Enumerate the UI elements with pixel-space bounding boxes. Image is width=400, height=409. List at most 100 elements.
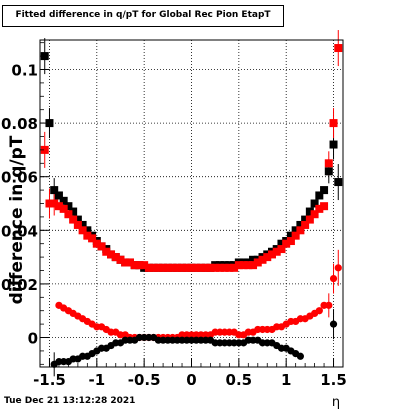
data-point-square [258, 255, 267, 264]
x-axis-label: η [332, 395, 340, 409]
y-axis-label: difference in q/pT [7, 135, 27, 304]
data-point-square [301, 215, 310, 224]
data-point-square [163, 263, 172, 272]
data-point-square [249, 261, 258, 270]
data-point-square [121, 258, 130, 267]
x-tick-label: -0.5 [128, 371, 161, 389]
axis-ticks [39, 42, 344, 367]
data-point-square [206, 263, 215, 272]
data-point-square [329, 140, 338, 149]
data-point-square [154, 263, 163, 272]
data-point-square [40, 52, 49, 61]
data-point-square [45, 199, 54, 208]
data-point-circle [296, 352, 304, 360]
y-tick-label: 0.02 [1, 276, 38, 294]
data-point-square [320, 202, 329, 211]
data-point-square [130, 261, 139, 270]
data-point-square [168, 263, 177, 272]
tick-labels: -1.5 -1 -0.5 0 0.5 1 1.5 0 0.02 0.04 0.06 0.08 0.1 [1, 61, 347, 389]
data-point-square [324, 167, 333, 176]
data-point-square [277, 239, 286, 248]
data-point-square [220, 263, 229, 272]
data-point-square [334, 44, 343, 53]
data-point-square [92, 239, 101, 248]
data-point-square [59, 196, 68, 205]
data-point-square [54, 191, 63, 200]
data-point-circle [329, 274, 338, 283]
data-point-square [267, 250, 276, 259]
data-point-square [253, 258, 262, 267]
data-point-square [182, 263, 191, 272]
chart-title: Fitted difference in q/pT for Global Rec… [15, 10, 271, 20]
timestamp: Tue Dec 21 13:12:28 2021 [4, 396, 136, 406]
data-point-square [73, 220, 82, 229]
data-point-square [149, 263, 158, 272]
data-markers [40, 44, 343, 368]
data-point-square [140, 261, 149, 270]
data-point-square [45, 119, 54, 128]
x-tick-label: -1 [88, 371, 105, 389]
data-point-circle [325, 301, 333, 309]
data-point-square [107, 250, 116, 259]
data-point-square [211, 263, 220, 272]
data-point-square [249, 255, 258, 264]
data-point-square [234, 261, 243, 270]
data-point-circle [329, 320, 338, 328]
data-point-square [69, 207, 78, 216]
data-point-square [178, 263, 187, 272]
x-tick-label: 1.5 [320, 371, 347, 389]
data-point-square [315, 204, 324, 213]
data-point-square [40, 145, 49, 154]
x-tick-label: 0 [186, 371, 196, 389]
data-point-square [159, 263, 168, 272]
data-point-square [286, 237, 295, 246]
data-point-square [310, 199, 319, 208]
data-point-square [277, 245, 286, 254]
data-point-square [78, 220, 87, 229]
data-point-square [50, 199, 59, 208]
data-point-square [324, 159, 333, 168]
data-point-square [315, 191, 324, 200]
data-point-square [73, 215, 82, 224]
data-point-square [296, 226, 305, 235]
y-tick-label: 0.06 [1, 169, 38, 187]
data-point-square [201, 263, 210, 272]
data-point-square [301, 220, 310, 229]
y-tick-label: 0 [28, 330, 38, 348]
data-point-square [144, 263, 153, 272]
data-point-square [116, 255, 125, 264]
data-point-square [173, 263, 182, 272]
data-point-square [59, 204, 68, 213]
data-point-square [272, 247, 281, 256]
data-point-square [244, 261, 253, 270]
data-point-square [54, 202, 63, 211]
data-point-square [78, 226, 87, 235]
data-point-square [69, 215, 78, 224]
x-tick-label: 0.5 [226, 371, 253, 389]
data-point-square [50, 186, 59, 195]
data-point-square [135, 261, 144, 270]
data-point-square [88, 234, 97, 243]
data-point-square [305, 215, 314, 224]
y-tick-label: 0.1 [11, 61, 38, 79]
data-point-square [102, 247, 111, 256]
data-point-square [230, 263, 239, 272]
data-point-square [320, 186, 329, 195]
data-point-square [192, 263, 201, 272]
data-point-square [282, 239, 291, 248]
data-point-square [291, 226, 300, 235]
x-tick-label: 1 [281, 371, 291, 389]
data-point-square [64, 210, 73, 219]
data-point-square [125, 258, 134, 267]
data-point-square [291, 231, 300, 240]
data-point-square [286, 231, 295, 240]
data-point-square [64, 202, 73, 211]
data-point-square [329, 119, 338, 128]
data-point-square [187, 263, 196, 272]
y-tick-label: 0.08 [1, 115, 38, 133]
data-point-square [334, 178, 343, 187]
data-point-square [296, 220, 305, 229]
data-point-square [83, 231, 92, 240]
data-point-square [305, 207, 314, 216]
